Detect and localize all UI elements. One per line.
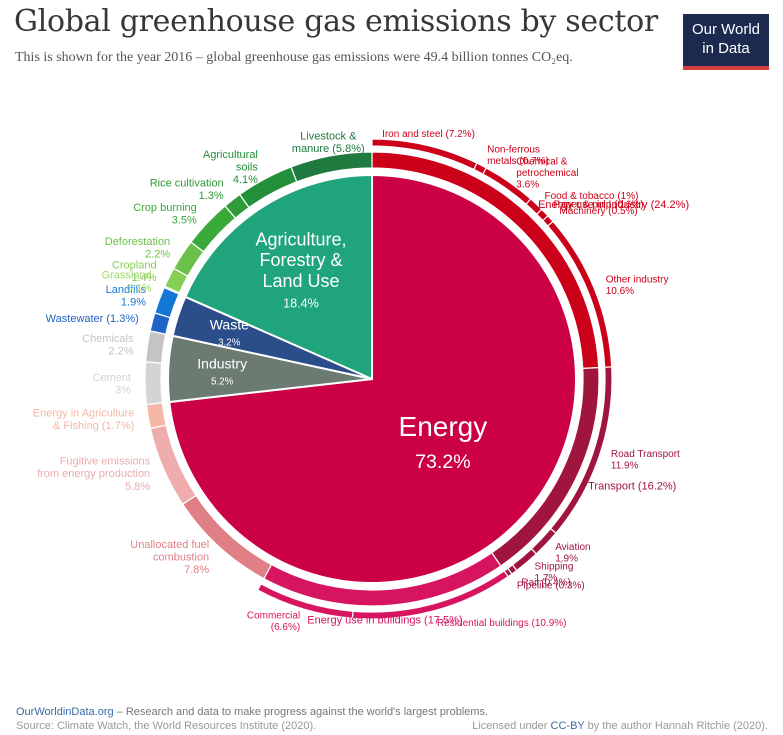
middle-slice-chemicals[interactable] xyxy=(145,330,167,364)
site-link[interactable]: OurWorldinData.org xyxy=(16,706,114,718)
middle-label-energy-in-agriculture-fishing: Energy in Agriculture & Fishing (1.7%) xyxy=(33,408,135,433)
outer-label-pipeline: Pipeline (0.3%) xyxy=(517,581,585,592)
middle-label-rice-cultivation: Rice cultivation 1.3% xyxy=(150,178,224,203)
middle-label-landfills: Landfills 1.9% xyxy=(106,284,147,309)
outer-label-iron-and-steel: Iron and steel (7.2%) xyxy=(382,129,475,140)
logo-line-1: Our World xyxy=(691,21,761,38)
middle-label-fugitive-emissions-from-energy-production: Fugitive emissions from energy production… xyxy=(37,456,151,493)
license-link[interactable]: CC-BY xyxy=(550,720,585,732)
chart-title: Global greenhouse gas emissions by secto… xyxy=(14,4,658,39)
inner-label-waste: Waste 3.2% xyxy=(210,317,249,349)
outer-label-chemical-petrochemical: Chemical & petrochemical 3.6% xyxy=(516,156,578,190)
outer-label-other-industry: Other industry 10.6% xyxy=(606,275,669,298)
outer-label-non-ferrous-metals: Non-ferrous metals (0.7%) xyxy=(487,145,549,168)
middle-label-cement: Cement 3% xyxy=(92,372,131,397)
outer-label-food-tobacco: Food & tobacco (1%) xyxy=(545,191,639,202)
outer-label-rail: Rail (0.4%) xyxy=(521,577,570,588)
inner-label-energy: Energy 73.2% xyxy=(399,411,488,473)
outer-label-road-transport: Road Transport 11.9% xyxy=(611,449,680,472)
middle-label-wastewater: Wastewater (1.3%) xyxy=(46,313,139,325)
outer-label-residential-buildings: Residential buildings (10.9%) xyxy=(437,618,567,629)
middle-label-chemicals: Chemicals 2.2% xyxy=(82,333,134,358)
middle-label-transport: Transport (16.2%) xyxy=(588,481,676,493)
middle-slice-energy-in-agriculture-fishing[interactable] xyxy=(145,402,167,430)
middle-label-grassland: Grassland 0.1% xyxy=(102,270,152,295)
tagline-text: – Research and data to make progress aga… xyxy=(113,706,489,718)
license-suffix: by the author Hannah Ritchie (2020). xyxy=(584,720,768,732)
middle-label-energy-use-in-buildings: Energy use in buildings (17.5%) xyxy=(307,615,462,627)
outer-label-paper-pulp: Paper & pulp (0.6%) xyxy=(554,200,644,211)
inner-label-agriculture-forestry-land-use: Agriculture, Forestry & Land Use 18.4% xyxy=(255,229,346,310)
license-prefix: Licensed under xyxy=(472,720,551,732)
owid-logo[interactable]: Our World in Data xyxy=(683,14,769,70)
outer-label-commercial: Commercial (6.6%) xyxy=(247,610,300,633)
middle-label-livestock-manure: Livestock & manure (5.8%) xyxy=(292,131,365,156)
middle-label-agricultural-soils: Agricultural soils 4.1% xyxy=(203,149,259,186)
footer-license: Licensed under CC-BY by the author Hanna… xyxy=(472,720,768,732)
inner-label-industry: Industry 5.2% xyxy=(197,355,247,387)
logo-line-2: in Data xyxy=(702,40,750,57)
inner-slice-agriculture-forestry-land-use[interactable] xyxy=(183,173,373,381)
outer-slice-commercial[interactable] xyxy=(256,583,354,619)
middle-label-deforestation: Deforestation 2.2% xyxy=(105,236,171,261)
outer-label-aviation: Aviation 1.9% xyxy=(555,542,590,565)
chart-subtitle: This is shown for the year 2016 – global… xyxy=(15,50,573,65)
middle-label-unallocated-fuel-combustion: Unallocated fuel combustion 7.8% xyxy=(130,539,209,576)
middle-label-cropland: Cropland 1.4% xyxy=(112,260,157,285)
footer-tagline: OurWorldinData.org – Research and data t… xyxy=(16,706,488,718)
middle-label-crop-burning: Crop burning 3.5% xyxy=(133,202,197,227)
middle-label-energy-use-in-industry: Energy use in Industry (24.2%) xyxy=(538,199,689,211)
middle-slice-cement[interactable] xyxy=(144,361,164,406)
outer-label-shipping: Shipping 1.7% xyxy=(535,561,574,584)
outer-label-machinery: Machinery (0.5%) xyxy=(559,206,637,217)
footer-source: Source: Climate Watch, the World Resourc… xyxy=(16,720,317,732)
middle-slice-livestock-manure[interactable] xyxy=(290,151,373,183)
